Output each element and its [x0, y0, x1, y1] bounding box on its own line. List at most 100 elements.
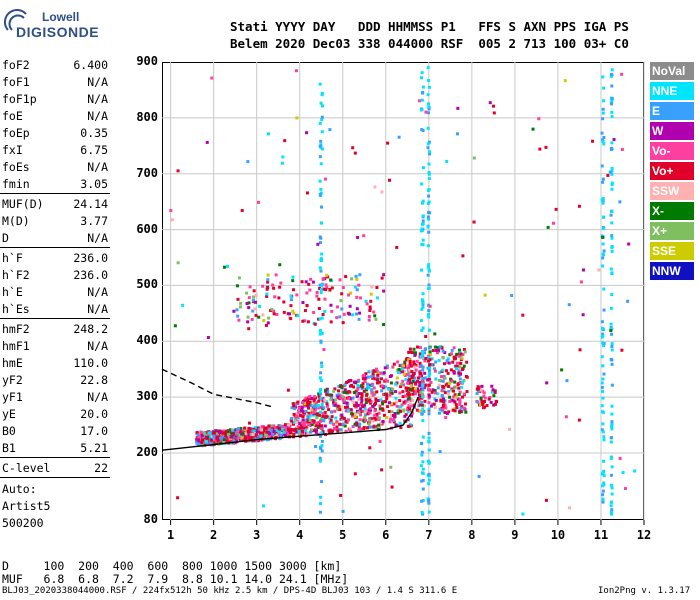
echo-point: [600, 355, 604, 359]
echo-point: [368, 446, 372, 450]
echo-point: [420, 108, 424, 112]
echo-point: [421, 407, 425, 411]
echo-point: [352, 401, 356, 405]
echo-point: [274, 427, 278, 431]
echo-point: [415, 345, 419, 349]
echo-point: [296, 400, 300, 404]
echo-point: [379, 377, 383, 381]
echo-point: [305, 303, 309, 307]
echo-point: [254, 313, 258, 317]
echo-point: [610, 169, 614, 173]
echo-point: [260, 425, 264, 429]
echo-point: [601, 256, 605, 260]
echo-point: [289, 433, 293, 437]
legend-item-sse: SSE: [650, 242, 694, 260]
echo-point: [481, 389, 485, 393]
echo-point: [378, 371, 382, 375]
echo-point: [319, 236, 323, 240]
echo-point: [318, 179, 322, 183]
echo-point: [366, 375, 370, 379]
echo-point: [427, 472, 431, 476]
echo-point: [620, 72, 624, 76]
echo-point: [196, 438, 200, 442]
echo-point: [441, 379, 445, 383]
echo-point: [610, 249, 614, 253]
echo-point: [491, 388, 495, 392]
echo-point: [308, 288, 312, 292]
echo-point: [409, 414, 413, 418]
echo-point: [451, 389, 455, 393]
header-values: Belem 2020 Dec03 338 044000 RSF 005 2 71…: [230, 36, 629, 51]
echo-point: [546, 225, 550, 229]
echo-point: [427, 510, 431, 514]
echo-point: [357, 426, 361, 430]
echo-point: [349, 408, 353, 412]
echo-point: [265, 287, 269, 291]
echo-point: [370, 375, 374, 379]
echo-point: [423, 351, 427, 355]
echo-point: [292, 422, 296, 426]
echo-point: [318, 266, 322, 270]
logo-arc-icon: [4, 8, 27, 31]
echo-point: [326, 275, 330, 279]
echo-point: [601, 75, 605, 79]
echo-point: [318, 283, 322, 287]
echo-point: [472, 220, 476, 224]
echo-point: [610, 383, 614, 387]
echo-point: [350, 399, 354, 403]
echo-point: [601, 177, 605, 181]
echo-point: [362, 427, 366, 431]
echo-point: [283, 433, 287, 437]
echo-point: [344, 429, 348, 433]
param-row: h`Es N/A: [2, 302, 108, 319]
echo-point: [345, 405, 349, 409]
echo-point: [419, 464, 423, 468]
echo-point: [420, 182, 424, 186]
echo-point: [312, 419, 316, 423]
echo-point: [176, 496, 180, 500]
echo-point: [257, 304, 261, 308]
echo-point: [610, 422, 614, 426]
echo-point: [297, 429, 301, 433]
echo-point: [441, 400, 445, 404]
echo-point: [345, 408, 349, 412]
echo-point: [364, 413, 368, 417]
echo-point: [600, 381, 604, 385]
echo-point: [410, 370, 414, 374]
echo-point: [323, 424, 327, 428]
echo-point: [398, 399, 402, 403]
echo-point: [416, 387, 420, 391]
param-value: 5.21: [80, 441, 108, 455]
echo-point: [338, 422, 342, 426]
echo-point: [382, 371, 386, 375]
echo-point: [327, 408, 331, 412]
echo-point: [296, 416, 300, 420]
echo-point: [261, 313, 265, 317]
echo-point: [351, 313, 355, 317]
echo-point: [225, 439, 229, 443]
echo-point: [215, 432, 219, 436]
echo-point: [344, 275, 348, 279]
echo-point: [627, 242, 631, 246]
echo-point: [427, 230, 431, 234]
echo-point: [345, 396, 349, 400]
echo-point: [610, 97, 614, 101]
echo-point: [456, 106, 460, 110]
echo-point: [288, 422, 292, 426]
echo-point: [386, 405, 390, 409]
echo-point: [359, 384, 363, 388]
echo-point: [391, 365, 395, 369]
echo-point: [393, 412, 397, 416]
echo-point: [382, 413, 386, 417]
param-value: 6.75: [80, 143, 108, 157]
echo-point: [420, 298, 424, 302]
echo-point: [419, 354, 423, 358]
echo-point: [382, 392, 386, 396]
echo-point: [369, 425, 373, 429]
echo-point: [407, 403, 411, 407]
echo-point: [406, 410, 410, 414]
echo-point: [375, 378, 379, 382]
echo-point: [272, 429, 276, 433]
trace-solid-line: [161, 396, 419, 451]
echo-point: [292, 432, 296, 436]
